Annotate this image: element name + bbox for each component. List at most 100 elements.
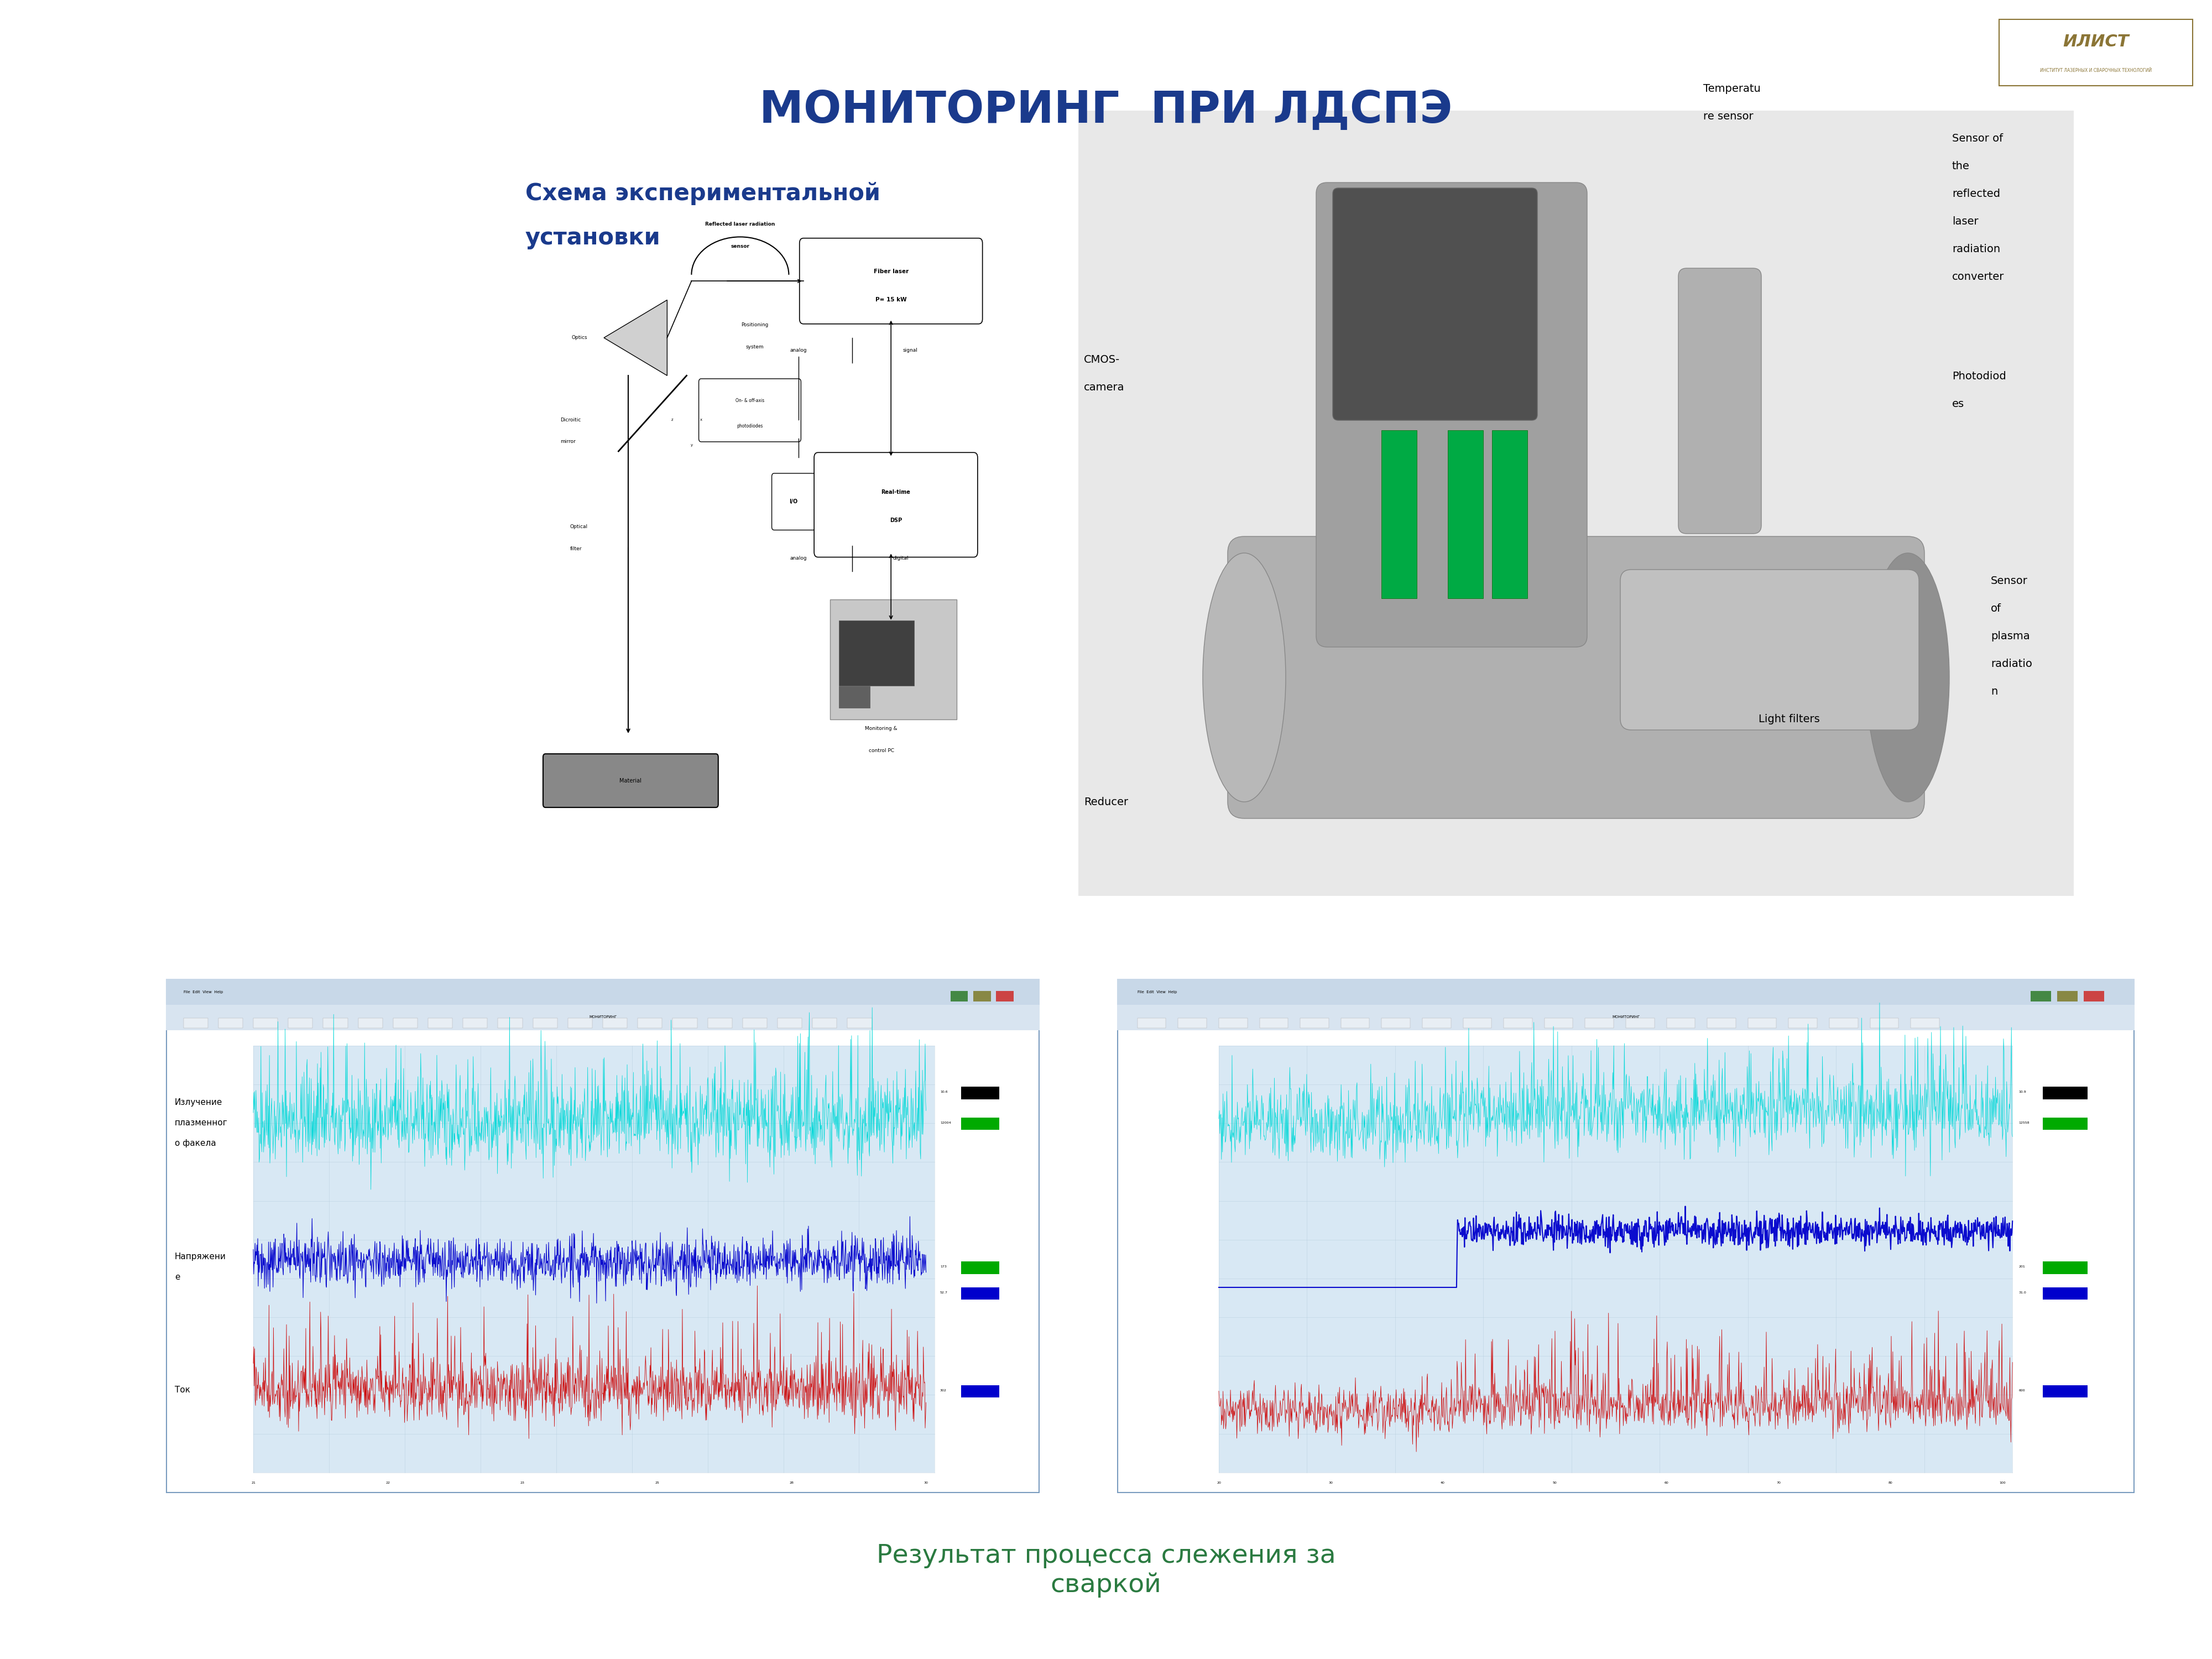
Text: system: system (745, 345, 763, 350)
Bar (1869, 1019, 1898, 1029)
Bar (568, 1019, 593, 1029)
Bar (743, 1019, 768, 1029)
Text: Positioning: Positioning (741, 322, 768, 328)
Text: 80: 80 (1889, 1481, 1893, 1485)
Text: radiation: radiation (1951, 244, 2000, 254)
Bar (602, 1019, 628, 1029)
Bar (2044, 1087, 2088, 1100)
Bar (252, 1045, 936, 1473)
Text: е: е (175, 1272, 179, 1281)
Bar (1708, 1019, 1736, 1029)
Text: CMOS-: CMOS- (1084, 355, 1119, 365)
Bar (960, 1287, 1000, 1299)
Bar (166, 1005, 1040, 1030)
FancyBboxPatch shape (544, 753, 719, 808)
FancyBboxPatch shape (814, 453, 978, 557)
Text: Light filters: Light filters (1759, 713, 1820, 723)
Text: плазменног: плазменног (175, 1118, 228, 1126)
Text: the: the (1951, 161, 1969, 171)
Text: radiatio: radiatio (1991, 659, 2033, 669)
Text: 40: 40 (1440, 1481, 1444, 1485)
Bar (1504, 1019, 1533, 1029)
Ellipse shape (1867, 552, 1949, 801)
Bar (1462, 1019, 1491, 1029)
Bar (462, 1019, 487, 1029)
Bar (2044, 1287, 2088, 1299)
Bar (1422, 1019, 1451, 1029)
Text: 23: 23 (520, 1481, 524, 1485)
Text: y: y (690, 443, 692, 446)
Text: Схема экспериментальной: Схема экспериментальной (526, 182, 880, 206)
Text: re sensor: re sensor (1703, 111, 1754, 121)
Text: Dicroitic: Dicroitic (560, 418, 582, 423)
Text: 600: 600 (2020, 1389, 2024, 1392)
Bar (1383, 1019, 1409, 1029)
Bar (1117, 1005, 2135, 1030)
FancyBboxPatch shape (838, 687, 869, 708)
Text: signal: signal (902, 348, 918, 353)
Bar (2084, 990, 2104, 1002)
Text: Optical: Optical (571, 524, 588, 529)
Text: converter: converter (1951, 270, 2004, 282)
Text: Temperatu: Temperatu (1703, 83, 1761, 93)
Bar (960, 1385, 1000, 1397)
Text: reflected: reflected (1951, 189, 2000, 199)
Bar (1137, 1019, 1166, 1029)
Text: sensor: sensor (730, 244, 750, 249)
Bar (960, 1261, 1000, 1274)
Bar (847, 1019, 872, 1029)
Bar (1219, 1019, 1248, 1029)
Text: Reducer: Reducer (1084, 796, 1128, 808)
Text: Material: Material (619, 778, 641, 783)
Text: МОНИТОРИНГ: МОНИТОРИНГ (1613, 1015, 1639, 1019)
Bar (252, 1019, 279, 1029)
Text: laser: laser (1951, 216, 1978, 227)
Polygon shape (604, 300, 668, 375)
Text: control PC: control PC (869, 748, 894, 753)
Text: Sensor: Sensor (1991, 576, 2028, 586)
Text: Излучение: Излучение (175, 1098, 223, 1107)
Text: mirror: mirror (560, 440, 575, 445)
Bar (960, 1118, 1000, 1130)
Text: camera: camera (1084, 382, 1124, 393)
Bar (1666, 1019, 1694, 1029)
Text: 20: 20 (1217, 1481, 1221, 1485)
Text: Ток: Ток (175, 1387, 190, 1394)
Bar (429, 1019, 453, 1029)
Text: 25: 25 (655, 1481, 659, 1485)
FancyBboxPatch shape (799, 239, 982, 324)
Text: analog: analog (790, 348, 807, 353)
FancyBboxPatch shape (1679, 269, 1761, 534)
Text: digital: digital (894, 556, 909, 561)
Text: 31.0: 31.0 (2020, 1291, 2026, 1294)
Text: 22: 22 (385, 1481, 389, 1485)
Bar (708, 1019, 732, 1029)
Text: Monitoring &: Monitoring & (865, 727, 898, 732)
FancyBboxPatch shape (772, 473, 816, 531)
Bar (1626, 1019, 1655, 1029)
Bar (533, 1019, 557, 1029)
Bar (2031, 990, 2051, 1002)
Text: x: x (699, 418, 703, 421)
FancyBboxPatch shape (1316, 182, 1588, 647)
Bar (219, 1019, 243, 1029)
Bar (394, 1019, 418, 1029)
Text: установки: установки (526, 226, 661, 249)
FancyBboxPatch shape (830, 599, 956, 720)
Text: photodiodes: photodiodes (737, 423, 763, 428)
Text: 201: 201 (2020, 1266, 2024, 1267)
Text: 100: 100 (2000, 1481, 2006, 1485)
Ellipse shape (1203, 552, 1285, 801)
Text: Fiber laser: Fiber laser (874, 269, 909, 274)
FancyBboxPatch shape (1447, 430, 1482, 599)
Text: File  Edit  View  Help: File Edit View Help (1137, 990, 1177, 994)
Text: of: of (1991, 604, 2002, 614)
Bar (1079, 111, 2075, 896)
Bar (951, 990, 969, 1002)
Bar (995, 990, 1013, 1002)
Text: Real-time: Real-time (880, 489, 911, 494)
Text: analog: analog (790, 556, 807, 561)
Bar (1829, 1019, 1858, 1029)
Text: 30: 30 (925, 1481, 929, 1485)
Text: ИНСТИТУТ ЛАЗЕРНЫХ И СВАРОЧНЫХ ТЕХНОЛОГИЙ: ИНСТИТУТ ЛАЗЕРНЫХ И СВАРОЧНЫХ ТЕХНОЛОГИЙ (2039, 68, 2152, 73)
